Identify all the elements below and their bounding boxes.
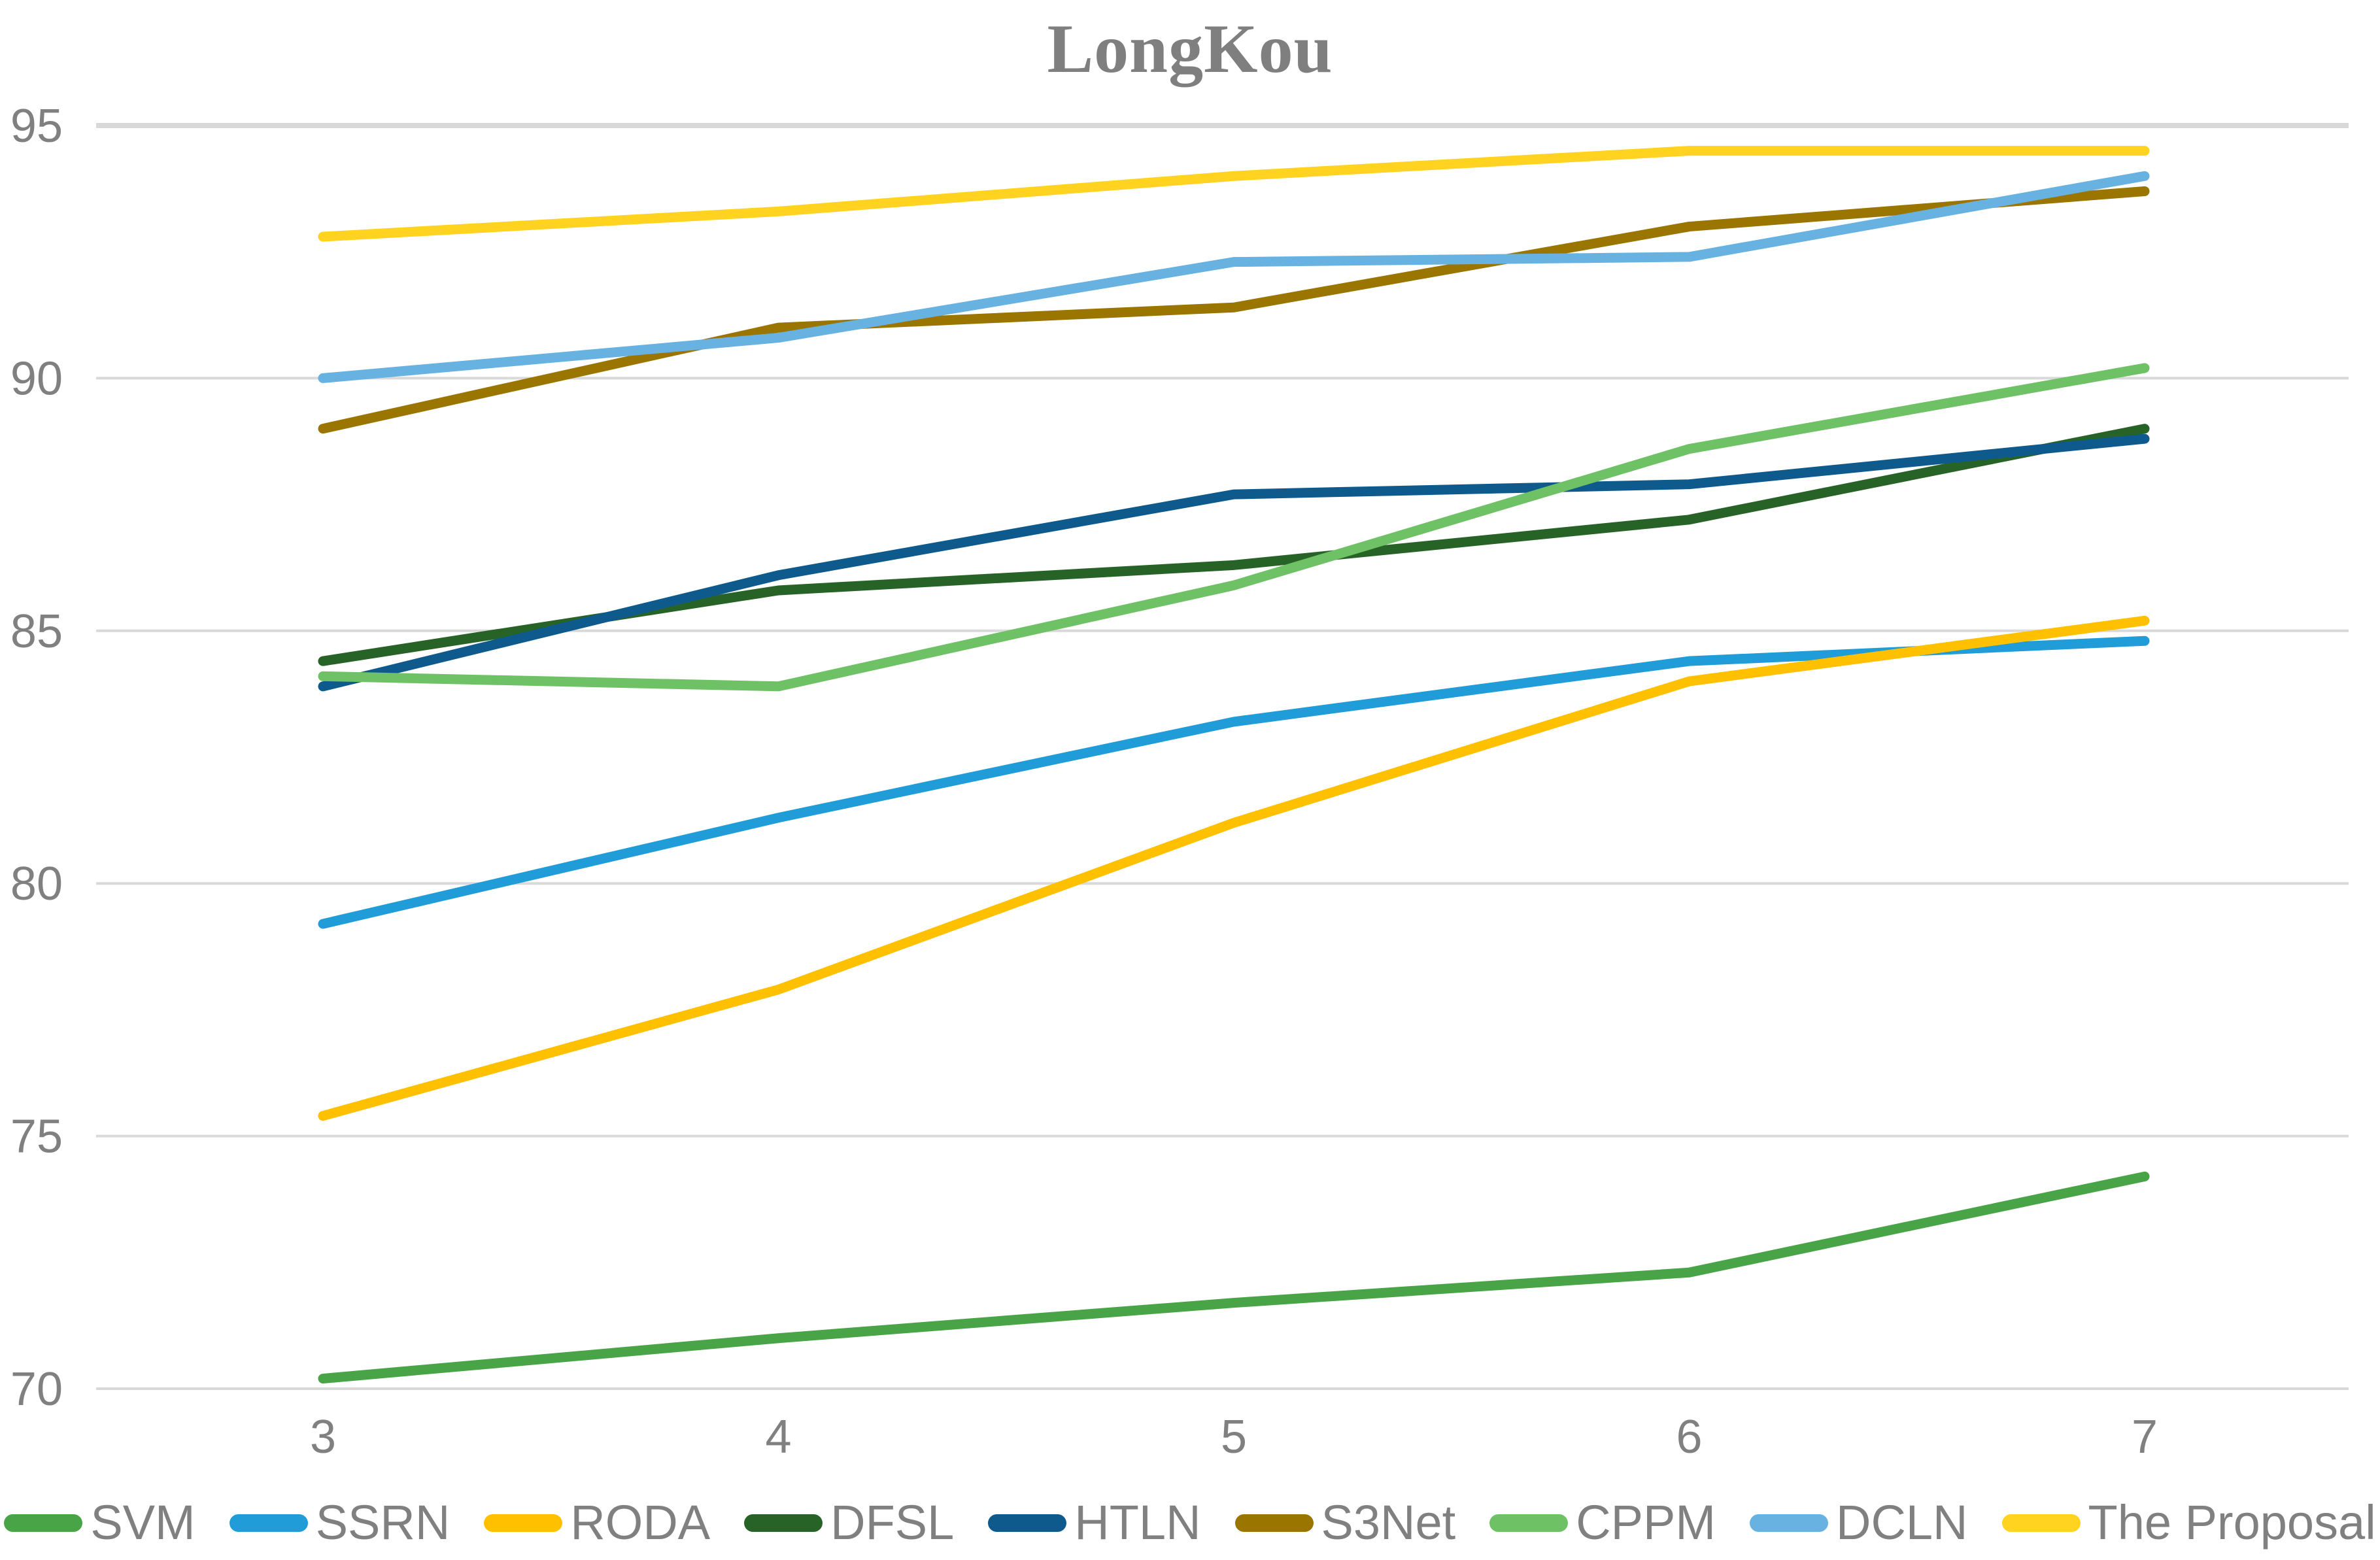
x-tick-label-7: 7 [2132,1411,2158,1463]
legend-label: DFSL [830,1495,955,1550]
series-line-htln [318,433,2150,692]
y-tick-label-80: 80 [10,858,63,910]
legend-label: The Proposal [2088,1495,2376,1550]
y-tick-label-95: 95 [10,100,63,152]
legend-item-ssrn: SSRN [229,1495,450,1550]
legend-swatch-icon [1234,1514,1314,1532]
y-tick-label-90: 90 [10,352,63,405]
legend-label: RODA [570,1495,711,1550]
legend-label: HTLN [1074,1495,1201,1550]
series-line-dcln [318,171,2150,383]
legend-swatch-icon [1489,1514,1569,1532]
series-line-roda [318,615,2150,1121]
series-line-cppm [318,363,2150,692]
series-line-the-proposal [318,146,2150,242]
legend-swatch-icon [484,1514,563,1532]
legend-item-dcln: DCLN [1750,1495,1968,1550]
y-tick-label-70: 70 [10,1363,63,1416]
y-tick-label-85: 85 [10,605,63,658]
legend-swatch-icon [2001,1514,2081,1532]
legend-label: DCLN [1836,1495,1968,1550]
chart-title: LongKou [1047,10,1333,87]
x-tick-label-6: 6 [1676,1411,1702,1463]
legend-label: SVM [90,1495,196,1550]
y-tick-label-75: 75 [10,1111,63,1163]
legend-swatch-icon [744,1514,823,1532]
legend-label: SSRN [315,1495,450,1550]
legend-item-htln: HTLN [988,1495,1201,1550]
legend-item-s3net: S3Net [1234,1495,1456,1550]
legend-swatch-icon [1750,1514,1829,1532]
legend-item-svm: SVM [4,1495,196,1550]
series-line-s3net [318,186,2150,434]
x-tick-label-3: 3 [310,1411,336,1463]
legend-item-dfsl: DFSL [744,1499,954,1547]
legend-item-roda: RODA [484,1499,710,1547]
legend-swatch-icon [988,1514,1067,1532]
legend-item-the-proposal: The Proposal [2001,1495,2376,1550]
x-tick-label-4: 4 [765,1411,791,1463]
x-tick-label-5: 5 [1221,1411,1247,1463]
series-line-svm [318,1171,2150,1384]
legend-item-cppm: CPPM [1489,1499,1716,1547]
legend-label: CPPM [1576,1495,1716,1550]
series-line-ssrn [318,636,2150,929]
legend-swatch-icon [229,1514,308,1532]
legend-swatch-icon [4,1514,83,1532]
legend-label: S3Net [1321,1495,1456,1550]
chart-legend: SVM SSRN RODA DFSL HTLN S3Net CPPM DCLN The Prop… [0,1499,2380,1547]
